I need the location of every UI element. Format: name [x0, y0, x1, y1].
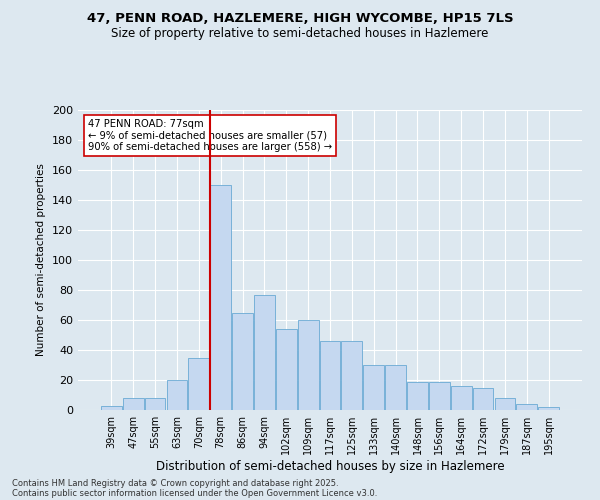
Bar: [517, 404, 537, 410]
Bar: [145, 398, 166, 410]
Text: 47 PENN ROAD: 77sqm
← 9% of semi-detached houses are smaller (57)
90% of semi-de: 47 PENN ROAD: 77sqm ← 9% of semi-detache…: [88, 119, 332, 152]
X-axis label: Distribution of semi-detached houses by size in Hazlemere: Distribution of semi-detached houses by …: [155, 460, 505, 473]
Text: Size of property relative to semi-detached houses in Hazlemere: Size of property relative to semi-detach…: [112, 28, 488, 40]
Bar: [341, 341, 362, 410]
Bar: [188, 358, 209, 410]
Bar: [298, 320, 319, 410]
Bar: [364, 365, 384, 410]
Bar: [167, 380, 187, 410]
Bar: [254, 294, 275, 410]
Text: Contains public sector information licensed under the Open Government Licence v3: Contains public sector information licen…: [12, 488, 377, 498]
Bar: [429, 382, 450, 410]
Bar: [538, 407, 559, 410]
Text: Contains HM Land Registry data © Crown copyright and database right 2025.: Contains HM Land Registry data © Crown c…: [12, 478, 338, 488]
Bar: [494, 398, 515, 410]
Bar: [407, 382, 428, 410]
Bar: [473, 388, 493, 410]
Bar: [232, 312, 253, 410]
Bar: [320, 341, 340, 410]
Text: 47, PENN ROAD, HAZLEMERE, HIGH WYCOMBE, HP15 7LS: 47, PENN ROAD, HAZLEMERE, HIGH WYCOMBE, …: [86, 12, 514, 26]
Bar: [101, 406, 122, 410]
Bar: [385, 365, 406, 410]
Bar: [123, 398, 143, 410]
Bar: [451, 386, 472, 410]
Bar: [210, 185, 231, 410]
Y-axis label: Number of semi-detached properties: Number of semi-detached properties: [37, 164, 46, 356]
Bar: [276, 329, 296, 410]
